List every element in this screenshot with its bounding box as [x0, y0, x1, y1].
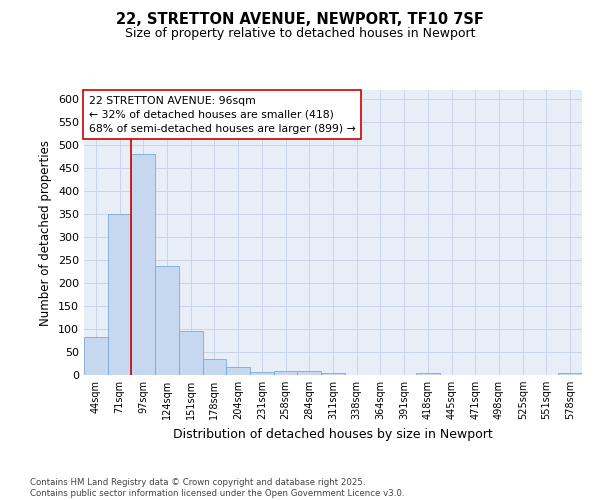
Bar	[298, 372, 321, 375]
X-axis label: Distribution of detached houses by size in Newport: Distribution of detached houses by size …	[173, 428, 493, 440]
Bar	[84, 337, 108, 375]
Text: Contains HM Land Registry data © Crown copyright and database right 2025.
Contai: Contains HM Land Registry data © Crown c…	[30, 478, 404, 498]
Text: Size of property relative to detached houses in Newport: Size of property relative to detached ho…	[125, 28, 475, 40]
Bar	[179, 331, 203, 375]
Bar	[250, 372, 274, 375]
Bar	[274, 372, 298, 375]
Bar	[108, 214, 131, 375]
Text: 22 STRETTON AVENUE: 96sqm
← 32% of detached houses are smaller (418)
68% of semi: 22 STRETTON AVENUE: 96sqm ← 32% of detac…	[89, 96, 355, 134]
Bar	[558, 373, 582, 375]
Bar	[155, 266, 179, 375]
Text: 22, STRETTON AVENUE, NEWPORT, TF10 7SF: 22, STRETTON AVENUE, NEWPORT, TF10 7SF	[116, 12, 484, 28]
Y-axis label: Number of detached properties: Number of detached properties	[40, 140, 52, 326]
Bar	[203, 359, 226, 375]
Bar	[416, 373, 440, 375]
Bar	[131, 154, 155, 375]
Bar	[226, 367, 250, 375]
Bar	[321, 373, 345, 375]
